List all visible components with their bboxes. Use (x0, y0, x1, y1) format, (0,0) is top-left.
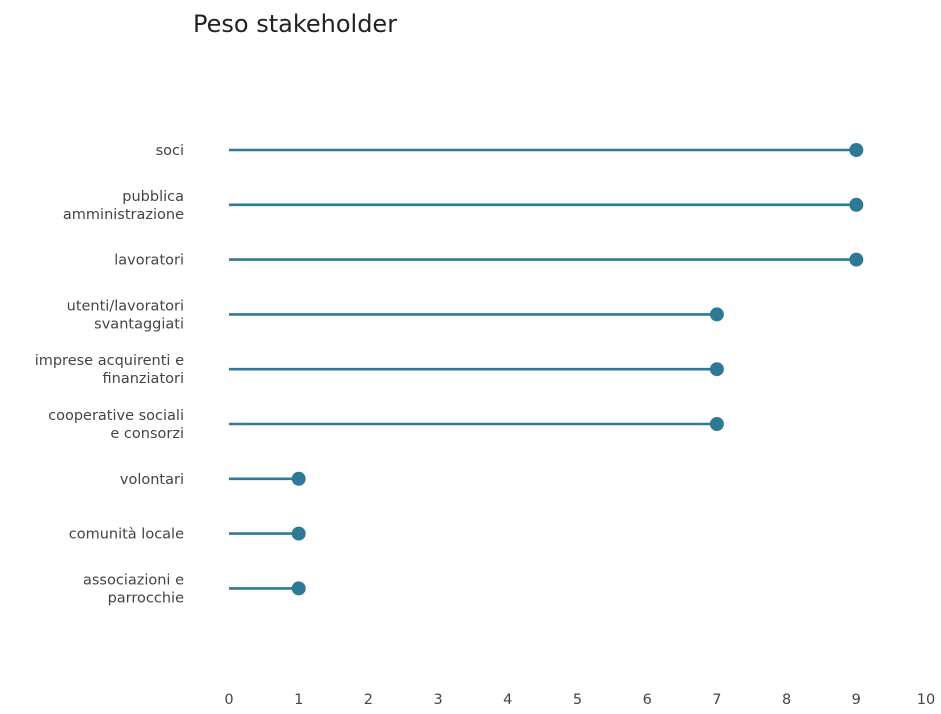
x-tick-label: 3 (433, 692, 442, 708)
lollipop-dot (291, 581, 306, 596)
category-label-line: amministrazione (63, 207, 184, 223)
x-tick-label: 8 (782, 692, 791, 708)
lollipop-dot (291, 526, 306, 541)
category-label-line: utenti/lavoratori (67, 298, 184, 314)
lollipop-dot (709, 417, 724, 431)
category-label: comunità locale (69, 527, 184, 543)
category-label-line: finanziatori (103, 371, 184, 387)
category-label-line: associazioni e (83, 572, 184, 588)
category-label: pubblica amministrazione (63, 189, 184, 223)
lollipop-dot (709, 307, 724, 322)
lollipop-dot (849, 143, 864, 157)
x-tick-label: 5 (573, 692, 582, 708)
category-label-line: pubblica (122, 189, 184, 205)
category-label: soci (156, 143, 184, 159)
x-tick-label: 4 (503, 692, 512, 708)
x-tick-label: 0 (224, 692, 233, 708)
series-peso (229, 143, 864, 596)
category-label-line: parrocchie (108, 590, 184, 606)
lollipop-dot (849, 252, 864, 267)
x-tick-label: 9 (852, 692, 861, 708)
category-label-line: e consorzi (110, 426, 184, 442)
category-label: lavoratori (114, 253, 184, 269)
category-label: utenti/lavoratori svantaggiati (67, 298, 184, 332)
lollipop-dot (709, 362, 724, 377)
x-tick-label: 2 (364, 692, 373, 708)
x-tick-label: 10 (917, 692, 935, 708)
category-label: associazioni e parrocchie (83, 572, 184, 606)
lollipop-dot (849, 197, 864, 212)
x-tick-label: 7 (712, 692, 721, 708)
category-label-line: volontari (120, 472, 184, 488)
category-label-line: lavoratori (114, 253, 184, 269)
lollipop-dot (291, 471, 306, 486)
x-axis: 0 1 2 3 4 5 6 7 8 9 10 (224, 692, 935, 708)
category-label-line: comunità locale (69, 527, 184, 543)
category-label: imprese acquirenti e finanziatori (35, 353, 184, 387)
category-label: cooperative sociali e consorzi (48, 408, 184, 442)
category-label-line: imprese acquirenti e (35, 353, 184, 369)
category-label-line: soci (156, 143, 184, 159)
chart-title: Peso stakeholder (193, 10, 398, 38)
category-labels: soci pubblica amministrazione lavoratori ute… (35, 143, 184, 606)
x-tick-label: 1 (294, 692, 303, 708)
category-label-line: cooperative sociali (48, 408, 184, 424)
x-tick-label: 6 (643, 692, 652, 708)
category-label: volontari (120, 472, 184, 488)
category-label-line: svantaggiati (94, 316, 184, 332)
